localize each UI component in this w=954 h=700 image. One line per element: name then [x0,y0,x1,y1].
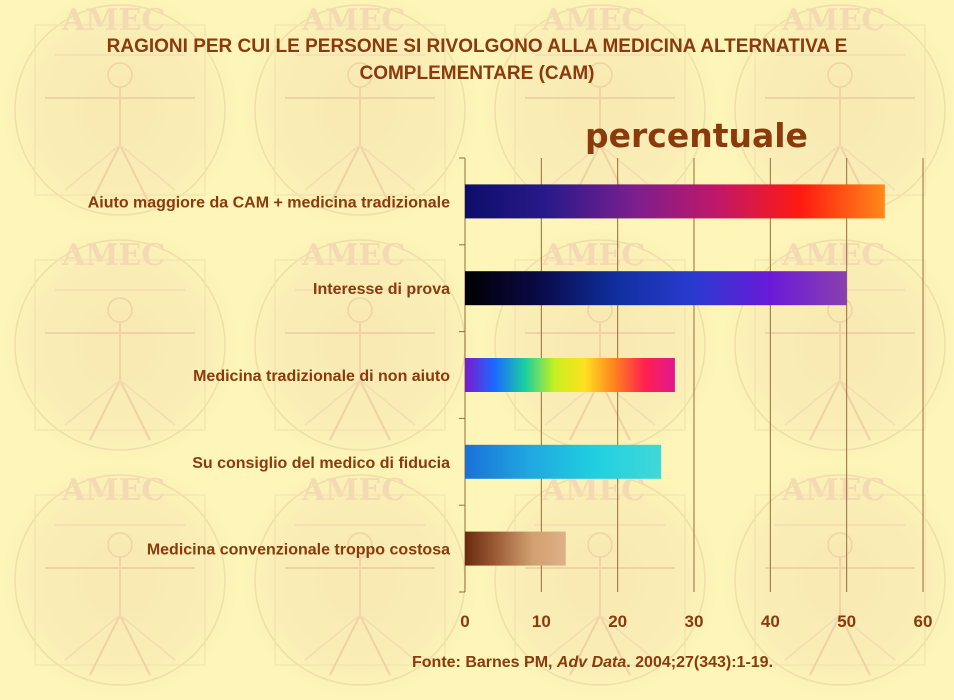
watermark-text: AMEC [781,473,885,508]
chart-bars [465,184,885,566]
source-suffix: . 2004;27(343):1-19. [626,654,774,671]
category-labels: Aiuto maggiore da CAM + medicina tradizi… [88,194,451,558]
bar [465,531,566,566]
chart-axis [459,157,466,593]
watermark-medallion: AMEC [2,227,238,463]
watermark-text: AMEC [541,238,645,273]
bar [465,184,885,219]
watermark-text: AMEC [61,473,165,508]
source-journal: Adv Data [556,654,627,671]
page-title-line-1: RAGIONI PER CUI LE PERSONE SI RIVOLGONO … [106,36,848,57]
page-title: RAGIONI PER CUI LE PERSONE SI RIVOLGONO … [0,33,954,87]
x-tick-label: 20 [608,612,627,631]
watermark-medallion: AMEC [242,0,478,228]
watermark-medallion: AMEC [242,227,478,463]
category-label: Medicina convenzionale troppo costosa [147,542,450,559]
category-label: Medicina tradizionale di non aiuto [193,368,450,385]
watermark-medallion: AMEC [242,462,478,698]
watermark-medallion: AMEC [722,462,954,698]
watermark-text: AMEC [61,3,165,38]
watermark-text: AMEC [781,3,885,38]
watermark-medallion: AMEC [722,0,954,228]
category-label: Su consiglio del medico di fiducia [192,455,450,472]
watermark-text: AMEC [781,238,885,273]
watermark-text: AMEC [541,473,645,508]
watermark-medallion: AMEC [2,462,238,698]
watermark-text: AMEC [541,3,645,38]
category-label: Aiuto maggiore da CAM + medicina tradizi… [88,194,450,211]
bar [465,358,675,392]
watermark-text: AMEC [61,238,165,273]
x-tick-label: 40 [761,612,780,631]
page-title-line-2: COMPLEMENTARE (CAM) [359,63,595,84]
category-label: Interesse di prova [313,281,450,298]
source-prefix: Fonte: Barnes PM, [412,654,557,671]
watermark-text: AMEC [301,3,405,38]
watermark-text: AMEC [301,238,405,273]
chart-title: percentuale [585,116,808,155]
x-tick-label: 50 [837,612,856,631]
x-tick-labels: 0 10 20 30 40 50 60 [460,612,932,631]
x-tick-label: 10 [532,612,551,631]
source-citation: Fonte: Barnes PM, Adv Data. 2004;27(343)… [412,654,773,672]
bar [465,444,662,479]
x-tick-label: 0 [460,612,469,631]
watermark-medallion: AMEC [2,0,238,228]
x-tick-label: 60 [914,612,933,631]
watermark-text: AMEC [301,473,405,508]
x-tick-label: 30 [685,612,704,631]
bar [465,271,847,306]
